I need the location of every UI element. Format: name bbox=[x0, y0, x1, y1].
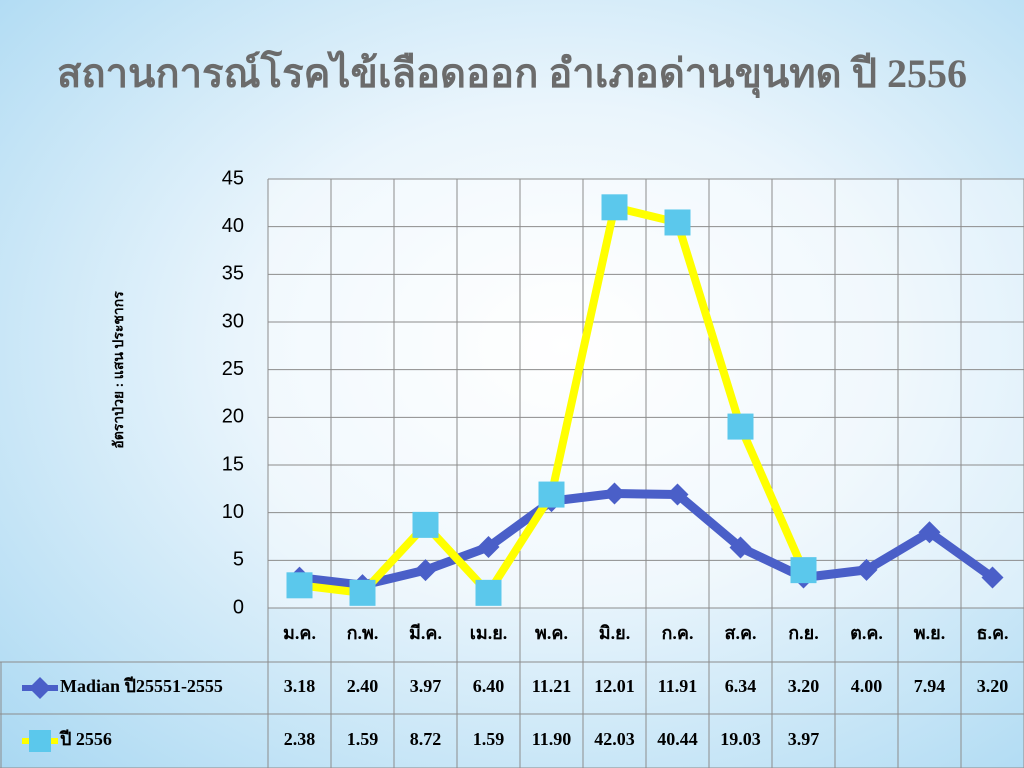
y-tick-label: 30 bbox=[222, 310, 244, 332]
y-tick-label: 40 bbox=[222, 215, 244, 237]
y-tick-label: 15 bbox=[222, 453, 244, 475]
data-point bbox=[538, 481, 565, 508]
x-tick-label: พ.ค. bbox=[535, 623, 568, 643]
table-value: 1.59 bbox=[473, 729, 505, 749]
x-tick-label: ต.ค. bbox=[850, 623, 883, 643]
y-axis-label: อัตราป่วย : แสน ประชากร bbox=[111, 291, 127, 449]
data-point bbox=[477, 535, 500, 558]
data-point bbox=[727, 413, 754, 440]
table-value: 7.94 bbox=[914, 676, 946, 696]
table-value: 42.03 bbox=[594, 729, 635, 749]
legend-label: ปี 2556 bbox=[59, 729, 112, 749]
table-value: 19.03 bbox=[720, 729, 761, 749]
x-tick-label: ก.พ. bbox=[347, 623, 379, 643]
data-point bbox=[601, 194, 628, 221]
x-tick-label: มี.ค. bbox=[409, 623, 442, 643]
chart-title: สถานการณ์โรคไข้เลือดออก อำเภอด่านขุนทด ป… bbox=[57, 50, 967, 99]
y-tick-label: 20 bbox=[222, 406, 244, 428]
table-value: 3.18 bbox=[284, 676, 316, 696]
data-point bbox=[918, 521, 941, 544]
table-value: 3.97 bbox=[788, 729, 820, 749]
x-tick-label: ก.ย. bbox=[788, 623, 818, 643]
x-tick-label: พ.ย. bbox=[914, 623, 945, 643]
x-tick-label: ก.ค. bbox=[662, 623, 694, 643]
y-tick-label: 0 bbox=[233, 596, 244, 618]
y-tick-label: 5 bbox=[233, 549, 244, 571]
table-value: 2.40 bbox=[347, 676, 379, 696]
table-value: 3.97 bbox=[410, 676, 442, 696]
table-value: 1.59 bbox=[347, 729, 379, 749]
legend-label: Madian ปี25551-2555 bbox=[60, 676, 223, 696]
data-point bbox=[349, 579, 376, 606]
y-tick-label: 45 bbox=[222, 167, 244, 189]
table-value: 11.90 bbox=[532, 729, 572, 749]
data-point bbox=[729, 536, 752, 559]
legend-marker bbox=[29, 730, 51, 752]
y-tick-label: 25 bbox=[222, 358, 244, 380]
table-value: 3.20 bbox=[788, 676, 820, 696]
table-value: 4.00 bbox=[851, 676, 883, 696]
x-tick-label: ม.ค. bbox=[283, 623, 316, 643]
data-point bbox=[603, 482, 626, 505]
table-value: 11.21 bbox=[532, 676, 572, 696]
table-value: 40.44 bbox=[657, 729, 698, 749]
x-tick-label: ส.ค. bbox=[724, 623, 756, 643]
data-point bbox=[666, 483, 689, 506]
series-line bbox=[298, 489, 996, 590]
table-value: 2.38 bbox=[284, 729, 316, 749]
data-point bbox=[412, 511, 439, 538]
table-value: 3.20 bbox=[977, 676, 1009, 696]
table-value: 12.01 bbox=[594, 676, 635, 696]
data-point bbox=[790, 557, 817, 584]
x-tick-label: มิ.ย. bbox=[599, 623, 630, 643]
data-point bbox=[475, 579, 502, 606]
data-point bbox=[855, 558, 878, 581]
y-tick-label: 10 bbox=[222, 501, 244, 523]
x-tick-label: เม.ย. bbox=[470, 623, 508, 643]
data-point bbox=[286, 572, 313, 599]
y-tick-label: 35 bbox=[222, 263, 244, 285]
x-tick-label: ธ.ค. bbox=[976, 623, 1008, 643]
table-value: 6.34 bbox=[725, 676, 757, 696]
legend-marker bbox=[29, 677, 51, 699]
table-value: 8.72 bbox=[410, 729, 442, 749]
data-point bbox=[414, 559, 437, 582]
data-point bbox=[664, 209, 691, 236]
table-value: 6.40 bbox=[473, 676, 505, 696]
table-value: 11.91 bbox=[658, 676, 698, 696]
data-point bbox=[981, 566, 1004, 589]
